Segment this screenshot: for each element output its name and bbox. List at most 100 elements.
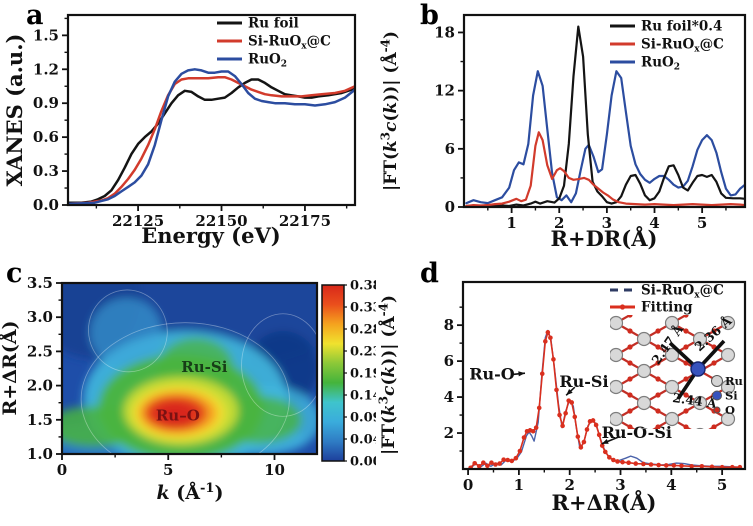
colorbar-tick-0: 0.383: [350, 279, 376, 294]
x-tick-label: 3: [602, 214, 612, 232]
y-tick-label: 0.9: [33, 94, 59, 112]
y-axis-title: R+ΔR(Å): [0, 321, 21, 416]
colorbar-tick-8: 0.000: [350, 455, 376, 470]
panel-b-exafs-ft-chart: 1 2 3 4 5 0 6 12 18 R+DR(Å) |FT(k3c(k))| (Å-4) Ru f…: [376, 0, 753, 263]
x-tick-label: 22150: [195, 212, 247, 230]
x-axis-title: R+DR(Å): [551, 226, 658, 251]
y-tick-label: 1.5: [33, 26, 59, 44]
plot-frame: [461, 280, 747, 471]
y-tick-label: 2: [444, 424, 454, 442]
colorbar-tick-7: 0.048: [350, 433, 376, 448]
colorbar-tick-1: 0.335: [350, 301, 376, 316]
y-tick-label: 6: [444, 352, 454, 370]
x-axis-title: Energy (eV): [141, 223, 280, 248]
y-tick-label: 1.2: [33, 60, 59, 78]
series-ru-foil: [68, 78, 355, 204]
x-tick-label: 5: [717, 476, 727, 494]
axes: 0 1 2 3 4 5 2 4 6 8 R+ΔR(Å) |FT(k3c(k))| (Å-4): [377, 295, 728, 515]
y-tick-label: 8: [444, 316, 454, 334]
x-tick-label: 0: [57, 461, 67, 479]
legend-label-0: Ru foil: [248, 16, 299, 32]
atom-legend-label-1: Si: [725, 389, 738, 403]
atom-legend-label-2: O: [725, 403, 735, 417]
x-tick-label: 4: [649, 214, 659, 232]
panel-letter-d: d: [420, 258, 439, 289]
x-axis-title: R+ΔR(Å): [552, 490, 657, 515]
legend-label-0: Si-RuOx@C: [641, 283, 724, 301]
series-si-ruox-c: [465, 131, 745, 207]
y-axis-title: |FT(k3c(k))| (Å-4): [377, 295, 399, 455]
panel-c-wavelet-heatmap: Ru-Si Ru–O 0 5 10 1.0 1.5 2.0 2.5 3.0 3.5 k (Å-1) R+…: [0, 263, 376, 526]
colorbar-tick-3: 0.239: [350, 345, 376, 360]
plot-frame: [462, 13, 747, 209]
ruthenium-atoms: [610, 315, 736, 429]
legend-label-2: RuO2: [248, 52, 287, 70]
x-tick-label: 10: [264, 461, 285, 479]
x-tick-label: 2: [554, 214, 564, 232]
annotation-1: Ru-Si: [559, 372, 608, 391]
y-tick-label: 3.5: [27, 274, 53, 292]
contour-lines: [80, 289, 317, 454]
colorbar-tick-4: 0.192: [350, 367, 376, 382]
colorbar-tick-5: 0.144: [350, 389, 376, 404]
colorbar: 0.383 0.335 0.287 0.239 0.192 0.144 0.096 0.048…: [321, 279, 376, 470]
y-tick-label: 0.3: [33, 162, 59, 180]
y-tick-label: 4: [444, 388, 454, 406]
colorbar-tick-6: 0.096: [350, 411, 376, 426]
chart-a: 22125 22150 22175 0.0 0.3 0.6 0.9 1.2 1.5 Energy …: [2, 13, 357, 248]
x-tick-label: 22175: [279, 212, 331, 230]
x-tick-label: 0: [463, 476, 473, 494]
y-tick-label: 2.0: [27, 377, 53, 395]
y-tick-label: 1.5: [27, 411, 53, 429]
bond-length-label-2: 2.44 Å: [672, 390, 718, 411]
chart-c: Ru-Si Ru–O 0 5 10 1.0 1.5 2.0 2.5 3.0 3.5 k (Å-1) R+…: [0, 274, 376, 504]
y-tick-label: 0.0: [33, 196, 59, 214]
legend-label-2: RuO2: [641, 55, 680, 73]
y-tick-label: 12: [434, 82, 455, 100]
silicon-atom: [690, 361, 706, 377]
map-label-0: Ru-Si: [181, 358, 227, 376]
annotation-0: Ru-O: [469, 365, 515, 384]
y-axis-title: XANES (a.u.): [2, 34, 27, 187]
y-tick-label: 0: [445, 198, 455, 216]
axes: 0 5 10 1.0 1.5 2.0 2.5 3.0 3.5 k (Å-1) R+ΔR(Å): [0, 274, 285, 504]
series-ruo2: [68, 68, 355, 205]
y-tick-label: 1.0: [27, 445, 53, 463]
y-axis-title: |FT(k3c(k))| (Å-4): [379, 31, 401, 191]
legend-label-1: Fitting: [641, 300, 693, 316]
atom-legend-label-0: Ru: [725, 374, 743, 388]
x-axis-title: k (Å-1): [157, 481, 224, 504]
panel-letter-b: b: [420, 0, 439, 31]
colorbar-tick-2: 0.287: [350, 323, 376, 338]
plot-frame: [66, 13, 357, 207]
oxygen-atoms: [627, 315, 717, 429]
x-tick-label: 4: [666, 476, 676, 494]
y-tick-label: 0.6: [33, 128, 59, 146]
y-tick-label: 6: [445, 140, 455, 158]
heatmap-surface: [62, 283, 317, 454]
x-tick-label: 1: [514, 476, 524, 494]
x-tick-label: 5: [697, 214, 707, 232]
x-tick-label: 2: [564, 476, 574, 494]
panel-letter-a: a: [26, 0, 44, 31]
panel-letter-c: c: [6, 258, 23, 289]
legend-label-1: Si-RuOx@C: [248, 34, 331, 52]
legend-label-0: Ru foil*0.4: [641, 19, 722, 35]
y-tick-label: 18: [434, 23, 455, 41]
legend-label-1: Si-RuOx@C: [641, 37, 724, 55]
series-si-ruox-c: [68, 75, 355, 205]
x-tick-label: 1: [506, 214, 516, 232]
x-tick-label: 3: [615, 476, 625, 494]
x-tick-label: 5: [163, 461, 173, 479]
panel-d-fitting-chart: Ru-O Ru-Si Ru-O-Si 2.36 Å 2.47 Å 2.44 Å Ru Si O 0…: [376, 263, 753, 526]
x-tick-label: 22125: [112, 212, 164, 230]
y-tick-label: 3.0: [27, 308, 53, 326]
